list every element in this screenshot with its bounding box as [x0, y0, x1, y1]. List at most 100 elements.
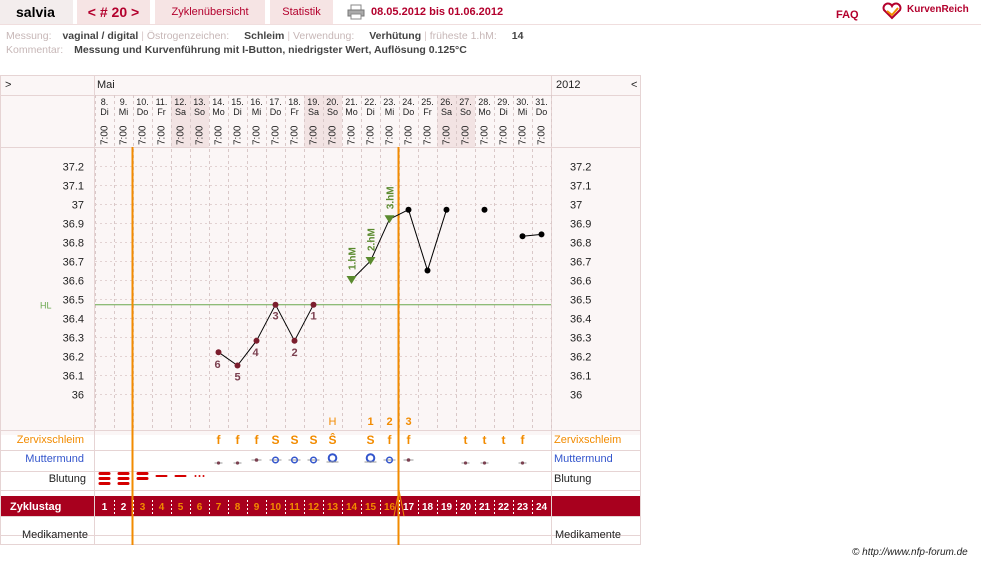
- cycle-day-number: 24: [536, 502, 548, 513]
- use-value: Verhütung: [369, 30, 422, 42]
- weekend-header-bg: [323, 95, 342, 147]
- mucus-symbol: S: [309, 433, 317, 447]
- mucus-symbol: S: [366, 433, 374, 447]
- cycle-day-number: 11: [289, 502, 300, 513]
- low-temp-count: 1: [310, 311, 316, 323]
- printer-icon[interactable]: [347, 4, 365, 20]
- coverline-label: HL: [40, 301, 52, 311]
- cycle-day-number: 13: [327, 502, 339, 513]
- y-tick-left: 36.7: [63, 257, 84, 269]
- cervix-dot: [482, 461, 487, 465]
- day-date: 17.: [269, 97, 282, 107]
- bleed-mark: [98, 477, 111, 480]
- day-date: 25.: [421, 97, 434, 107]
- bleed-spot: [194, 475, 197, 477]
- day-weekday: Do: [270, 107, 282, 117]
- temp-point: [481, 206, 488, 213]
- day-weekday: Di: [233, 107, 242, 117]
- day-date: 15.: [231, 97, 244, 107]
- bleed-mark: [117, 472, 130, 475]
- day-weekday: So: [194, 107, 205, 117]
- day-time: 7:00: [385, 125, 396, 145]
- cycle-day-number: 6: [197, 502, 203, 513]
- cervix-dot: [406, 458, 411, 462]
- high-temp-label: 3.hM: [386, 186, 397, 209]
- day-time: 7:00: [499, 125, 510, 145]
- high-temp-marker: [365, 257, 376, 265]
- mucus-symbol: S: [290, 433, 298, 447]
- day-date: 28.: [478, 97, 491, 107]
- cycle-day-number: 16: [384, 502, 396, 513]
- cycle-day-row-label: Zyklustag: [10, 501, 61, 513]
- comment-value: Messung und Kurvenführung mit I-Button, …: [74, 44, 467, 56]
- y-tick-left: 36.1: [63, 371, 84, 383]
- low-temp-count: 4: [252, 347, 259, 359]
- peak-count: 3: [405, 416, 411, 428]
- day-weekday: Mo: [345, 107, 358, 117]
- cycle-day-number: 23: [517, 502, 529, 513]
- y-tick-left: 36.3: [63, 333, 84, 345]
- day-weekday: So: [327, 107, 338, 117]
- bleed-row-label: Blutung: [49, 473, 86, 485]
- day-time: 7:00: [157, 125, 168, 145]
- day-time: 7:00: [461, 125, 472, 145]
- temp-point: [291, 337, 298, 344]
- day-date: 30.: [516, 97, 529, 107]
- y-tick-left: 36.9: [63, 219, 84, 231]
- day-weekday: Di: [499, 107, 508, 117]
- day-time: 7:00: [366, 125, 377, 145]
- mucus-symbol: f: [236, 433, 241, 447]
- y-tick-right: 37: [570, 200, 582, 212]
- cycle-day-number: 4: [159, 502, 165, 513]
- day-time: 7:00: [252, 125, 263, 145]
- y-tick-right: 36.4: [570, 314, 591, 326]
- temp-point: [310, 301, 317, 308]
- cycle-day-number: 8: [235, 502, 241, 513]
- day-time: 7:00: [404, 125, 415, 145]
- mucus-symbol: t: [483, 433, 487, 447]
- cycle-day-number: 15: [365, 502, 377, 513]
- cervix-row-label: Muttermund: [25, 453, 84, 465]
- mucus-symbol: t: [502, 433, 506, 447]
- temp-point: [405, 206, 412, 213]
- day-date: 26.: [440, 97, 453, 107]
- day-date: 14.: [212, 97, 225, 107]
- day-date: 9.: [120, 97, 128, 107]
- y-tick-right: 37.2: [570, 162, 591, 174]
- high-temp-label: 2.hM: [367, 228, 378, 251]
- day-time: 7:00: [138, 125, 149, 145]
- tab-statistics[interactable]: Statistik: [270, 0, 333, 24]
- temp-point: [519, 233, 526, 240]
- day-weekday: So: [460, 107, 471, 117]
- day-time: 7:00: [290, 125, 301, 145]
- day-time: 7:00: [423, 125, 434, 145]
- faq-link[interactable]: FAQ: [836, 9, 859, 21]
- meds-row-label-right: Medikamente: [555, 529, 621, 541]
- brand-name[interactable]: KurvenReich: [907, 4, 969, 15]
- tab-cycle-overview[interactable]: Zyklenübersicht: [155, 0, 265, 24]
- day-weekday: Di: [366, 107, 375, 117]
- cycle-nav[interactable]: < # 20 >: [77, 0, 150, 24]
- day-date: 21.: [345, 97, 358, 107]
- mucus-row-label: Zervixschleim: [17, 434, 84, 446]
- low-temp-count: 3: [272, 311, 278, 323]
- y-tick-right: 36.8: [570, 238, 591, 250]
- day-time: 7:00: [195, 125, 206, 145]
- day-time: 7:00: [119, 125, 130, 145]
- y-tick-right: 37.1: [570, 181, 591, 193]
- day-date: 16.: [250, 97, 263, 107]
- cycle-day-number: 2: [121, 502, 127, 513]
- scroll-right-arrow: <: [631, 79, 637, 91]
- cycle-day-number: 10: [270, 502, 282, 513]
- bleed-mark: [155, 475, 168, 477]
- y-tick-left: 36.5: [63, 295, 84, 307]
- temp-line: [522, 233, 542, 237]
- day-date: 22.: [364, 97, 377, 107]
- copyright: © http://www.nfp-forum.de: [852, 547, 968, 558]
- cervix-dot: [520, 461, 525, 465]
- day-weekday: Mi: [252, 107, 262, 117]
- day-weekday: Mi: [385, 107, 395, 117]
- scroll-left-arrow: >: [5, 79, 11, 91]
- cervix-open: [385, 456, 394, 464]
